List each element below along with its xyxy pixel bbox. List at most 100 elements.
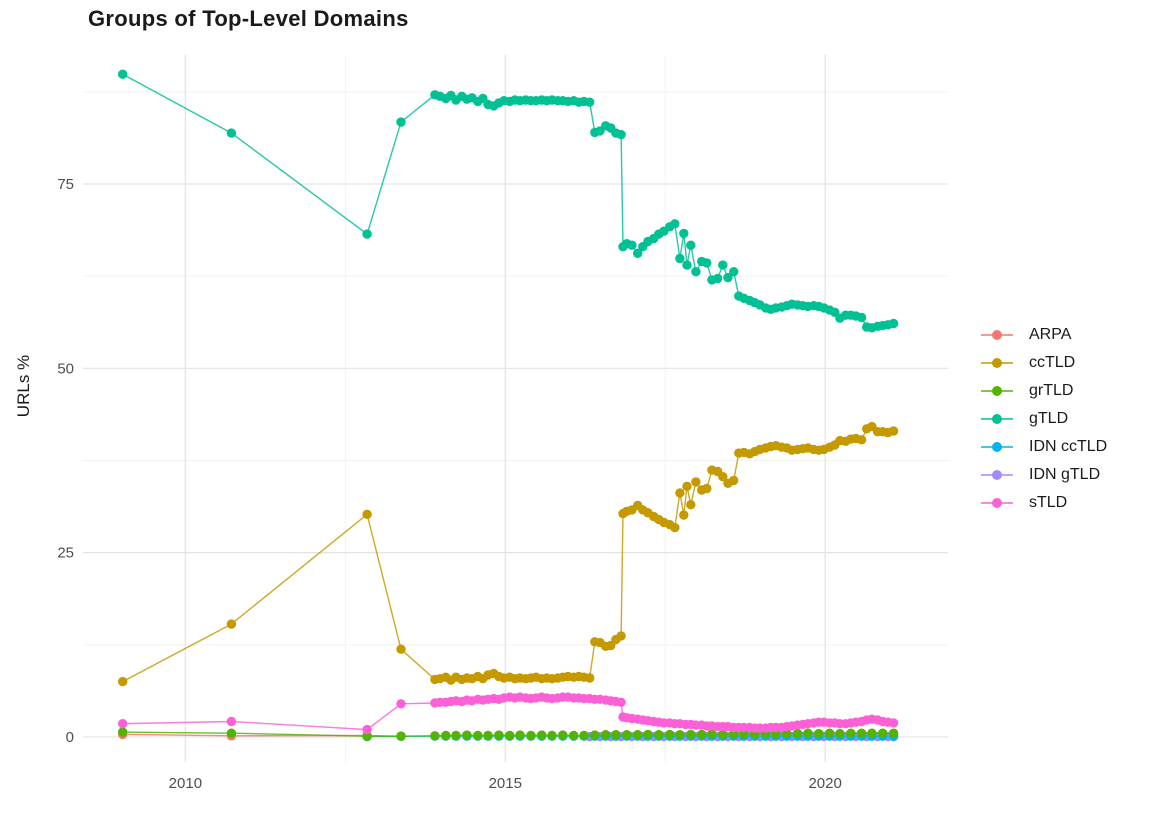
data-point-cctld [616,631,626,641]
data-point-gtld [723,272,733,283]
data-point-grtld [878,728,888,738]
data-point-grtld [483,730,493,741]
data-point-grtld [654,730,664,740]
legend-label: ccTLD [1029,354,1076,371]
data-point-stld [226,716,237,727]
data-point-grtld [867,728,877,738]
data-point-cctld [856,435,867,445]
data-point-gtld [718,260,728,270]
y-tick-label: 50 [57,360,74,377]
data-point-gtld [670,219,680,229]
data-point-cctld [729,475,739,486]
legend-label: ARPA [1029,326,1072,343]
legend-item-cctld: ccTLD [981,349,1107,377]
data-point-grtld [451,730,461,741]
data-point-stld [362,724,372,735]
data-point-stld [396,699,406,709]
data-point-cctld [679,510,689,520]
data-point-grtld [686,729,696,740]
data-point-grtld [782,728,792,739]
data-point-grtld [803,728,813,738]
data-point-grtld [396,731,406,741]
data-point-grtld [473,730,483,741]
data-point-cctld [691,477,701,487]
legend-item-gtld: gTLD [981,405,1107,433]
data-point-grtld [622,730,632,740]
data-point-grtld [362,731,372,741]
data-point-grtld [697,729,707,740]
legend-key-icon [981,329,1013,341]
data-point-grtld [888,728,899,738]
data-point-cctld [396,644,406,654]
data-point-cctld [226,619,237,629]
data-point-cctld [682,481,692,491]
data-point-grtld [675,730,685,740]
data-point-grtld [537,730,547,740]
legend-item-idn-cctld: IDN ccTLD [981,433,1107,461]
data-point-grtld [547,730,557,741]
legend-key-icon [981,357,1013,369]
data-point-grtld [814,728,824,739]
legend-key-icon [981,469,1013,481]
series-line-cctld [122,425,894,683]
data-point-gtld [675,253,685,264]
data-point-grtld [729,729,739,739]
data-point-grtld [526,730,536,741]
data-point-gtld [118,69,128,79]
legend-item-grtld: grTLD [981,377,1107,405]
legend-key-icon [981,497,1013,509]
data-point-cctld [585,673,595,683]
data-point-gtld [888,318,899,329]
data-point-gtld [226,128,237,138]
data-point-cctld [718,472,728,482]
data-point-grtld [611,730,621,740]
legend-key-icon [981,441,1013,453]
data-point-gtld [713,273,723,284]
x-tick-label: 2020 [808,775,841,792]
data-point-grtld [226,728,237,738]
data-point-grtld [846,728,856,738]
legend-item-stld: sTLD [981,489,1107,517]
data-point-grtld [633,730,643,740]
legend-item-arpa: ARPA [981,321,1107,349]
data-point-grtld [505,730,515,741]
data-point-grtld [579,730,589,741]
legend-label: sTLD [1029,494,1068,511]
data-point-stld [118,719,128,729]
data-point-grtld [494,730,504,740]
data-point-gtld [396,117,406,127]
data-point-grtld [441,730,451,741]
data-point-grtld [707,729,717,739]
series-line-gtld [122,73,894,329]
data-point-grtld [118,727,128,737]
data-point-cctld [888,426,899,436]
data-point-gtld [633,248,643,258]
data-point-gtld [691,267,701,277]
chart-title: Groups of Top-Level Domains [88,6,409,31]
data-point-gtld [627,240,637,250]
x-tick-label: 2015 [489,775,522,792]
data-point-grtld [462,730,472,740]
data-point-cctld [675,488,685,498]
data-point-gtld [686,240,696,250]
data-point-stld [616,697,626,707]
legend-item-idn-gtld: IDN gTLD [981,461,1107,489]
data-point-cctld [118,676,128,687]
data-point-cctld [702,483,712,494]
data-point-grtld [824,728,835,738]
data-point-gtld [702,258,712,268]
legend-label: gTLD [1029,410,1069,427]
data-point-grtld [856,728,867,738]
y-tick-label: 25 [57,545,74,562]
y-tick-label: 0 [66,729,74,746]
data-point-grtld [430,731,440,741]
data-point-grtld [601,730,611,740]
data-point-grtld [665,729,675,740]
data-point-grtld [643,729,653,740]
data-point-grtld [792,728,803,739]
data-point-grtld [558,730,568,740]
legend-label: grTLD [1029,382,1074,399]
data-point-gtld [585,97,595,107]
data-point-cctld [670,522,680,533]
